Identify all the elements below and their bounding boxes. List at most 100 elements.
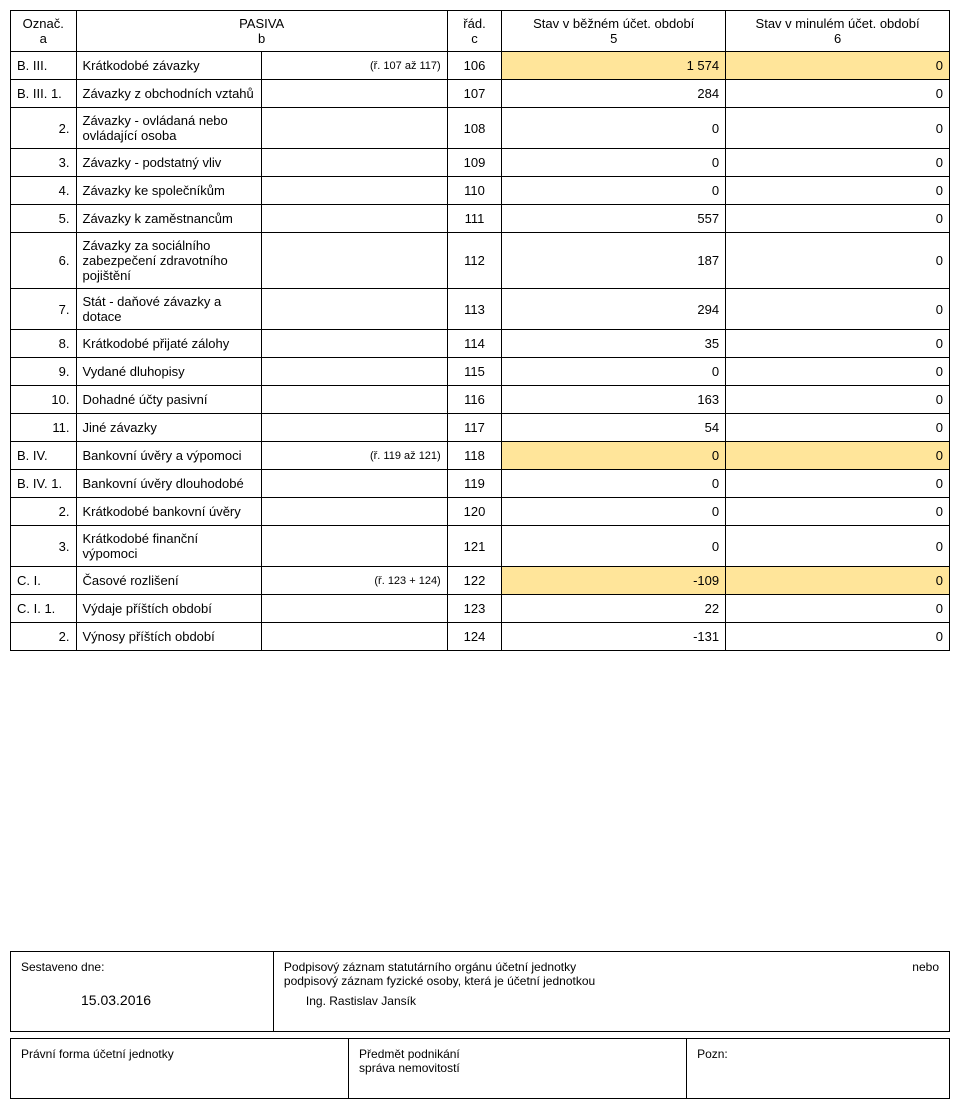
footer-nebo: nebo	[912, 960, 939, 988]
cell-rad: 113	[447, 289, 502, 330]
cell-v1: 0	[502, 442, 726, 470]
table-row: 9.Vydané dluhopisy11500	[11, 358, 950, 386]
cell-sub	[262, 623, 448, 651]
hdr-col1: Stav v běžném účet. období 5	[502, 11, 726, 52]
cell-v1: 54	[502, 414, 726, 442]
cell-desc: Krátkodobé přijaté zálohy	[76, 330, 262, 358]
cell-rad: 106	[447, 52, 502, 80]
cell-ozn: 6.	[11, 233, 77, 289]
cell-desc: Časové rozlišení	[76, 567, 262, 595]
cell-v2: 0	[726, 470, 950, 498]
cell-v1: -109	[502, 567, 726, 595]
table-row: B. III.Krátkodobé závazky(ř. 107 až 117)…	[11, 52, 950, 80]
hdr-ozn-label: Označ.	[17, 16, 70, 31]
cell-desc: Závazky ke společníkům	[76, 177, 262, 205]
cell-ozn: B. IV. 1.	[11, 470, 77, 498]
cell-ozn: 4.	[11, 177, 77, 205]
cell-v1: -131	[502, 623, 726, 651]
cell-v1: 1 574	[502, 52, 726, 80]
footer2-col2-label: Předmět podnikání	[359, 1047, 676, 1061]
cell-sub: (ř. 123 + 124)	[262, 567, 448, 595]
table-row: 10.Dohadné účty pasivní1161630	[11, 386, 950, 414]
cell-ozn: 9.	[11, 358, 77, 386]
cell-rad: 111	[447, 205, 502, 233]
cell-sub	[262, 470, 448, 498]
cell-desc: Krátkodobé bankovní úvěry	[76, 498, 262, 526]
cell-v2: 0	[726, 80, 950, 108]
cell-rad: 115	[447, 358, 502, 386]
cell-sub	[262, 386, 448, 414]
table-row: 8.Krátkodobé přijaté zálohy114350	[11, 330, 950, 358]
cell-v1: 557	[502, 205, 726, 233]
footer-date-label: Sestaveno dne:	[21, 960, 263, 974]
cell-v2: 0	[726, 623, 950, 651]
cell-ozn: 5.	[11, 205, 77, 233]
cell-sub: (ř. 119 až 121)	[262, 442, 448, 470]
table-row: 5.Závazky k zaměstnancům1115570	[11, 205, 950, 233]
cell-ozn: B. III.	[11, 52, 77, 80]
hdr-col2: Stav v minulém účet. období 6	[726, 11, 950, 52]
cell-sub	[262, 80, 448, 108]
cell-desc: Výdaje příštích období	[76, 595, 262, 623]
cell-sub	[262, 233, 448, 289]
cell-desc: Jiné závazky	[76, 414, 262, 442]
cell-rad: 124	[447, 623, 502, 651]
table-row: 3.Krátkodobé finanční výpomoci12100	[11, 526, 950, 567]
table-row: 4.Závazky ke společníkům11000	[11, 177, 950, 205]
cell-v2: 0	[726, 205, 950, 233]
footer-sig-name: Ing. Rastislav Jansík	[284, 988, 939, 1008]
cell-ozn: 8.	[11, 330, 77, 358]
cell-v1: 0	[502, 526, 726, 567]
cell-rad: 109	[447, 149, 502, 177]
cell-rad: 112	[447, 233, 502, 289]
hdr-col2-sub: 6	[732, 31, 943, 46]
hdr-col2-label: Stav v minulém účet. období	[732, 16, 943, 31]
cell-desc: Bankovní úvěry a výpomoci	[76, 442, 262, 470]
cell-v1: 284	[502, 80, 726, 108]
cell-desc: Závazky za sociálního zabezpečení zdravo…	[76, 233, 262, 289]
hdr-rad: řád. c	[447, 11, 502, 52]
cell-ozn: 2.	[11, 108, 77, 149]
table-row: 11.Jiné závazky 117540	[11, 414, 950, 442]
cell-v2: 0	[726, 358, 950, 386]
table-row: 6.Závazky za sociálního zabezpečení zdra…	[11, 233, 950, 289]
hdr-rad-label: řád.	[454, 16, 496, 31]
footer-date-value: 15.03.2016	[21, 974, 263, 1008]
cell-desc: Krátkodobé závazky	[76, 52, 262, 80]
footer-sig-line1: Podpisový záznam statutárního orgánu úče…	[284, 960, 595, 974]
footer2-col1-label: Právní forma účetní jednotky	[21, 1047, 338, 1061]
cell-sub	[262, 177, 448, 205]
cell-ozn: C. I.	[11, 567, 77, 595]
cell-ozn: 11.	[11, 414, 77, 442]
cell-rad: 114	[447, 330, 502, 358]
cell-desc: Závazky z obchodních vztahů	[76, 80, 262, 108]
cell-desc: Závazky - ovládaná nebo ovládající osoba	[76, 108, 262, 149]
cell-ozn: C. I. 1.	[11, 595, 77, 623]
cell-rad: 117	[447, 414, 502, 442]
spacer	[10, 651, 950, 931]
cell-v1: 22	[502, 595, 726, 623]
hdr-ozn-sub: a	[17, 31, 70, 46]
footer-block-2: Právní forma účetní jednotky Předmět pod…	[10, 1038, 950, 1099]
cell-v1: 0	[502, 498, 726, 526]
table-row: B. IV.Bankovní úvěry a výpomoci(ř. 119 a…	[11, 442, 950, 470]
cell-v2: 0	[726, 386, 950, 414]
cell-sub	[262, 149, 448, 177]
cell-v2: 0	[726, 526, 950, 567]
footer2-col2-value: správa nemovitostí	[359, 1061, 676, 1075]
cell-ozn: B. IV.	[11, 442, 77, 470]
cell-sub	[262, 358, 448, 386]
cell-rad: 119	[447, 470, 502, 498]
cell-rad: 121	[447, 526, 502, 567]
cell-v1: 35	[502, 330, 726, 358]
cell-v2: 0	[726, 52, 950, 80]
cell-ozn: 3.	[11, 149, 77, 177]
cell-v2: 0	[726, 289, 950, 330]
balance-table: Označ. a PASIVA b řád. c Stav v běžném ú…	[10, 10, 950, 651]
table-row: 2.Závazky - ovládaná nebo ovládající oso…	[11, 108, 950, 149]
hdr-rad-sub: c	[454, 31, 496, 46]
cell-v2: 0	[726, 108, 950, 149]
cell-desc: Bankovní úvěry dlouhodobé	[76, 470, 262, 498]
cell-desc: Krátkodobé finanční výpomoci	[76, 526, 262, 567]
cell-v2: 0	[726, 414, 950, 442]
